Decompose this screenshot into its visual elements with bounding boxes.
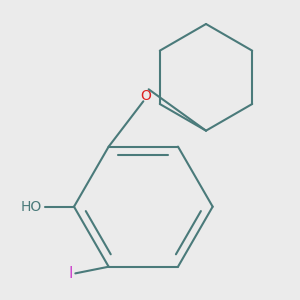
Text: O: O xyxy=(141,89,152,103)
Text: HO: HO xyxy=(21,200,42,214)
Text: I: I xyxy=(68,266,73,281)
